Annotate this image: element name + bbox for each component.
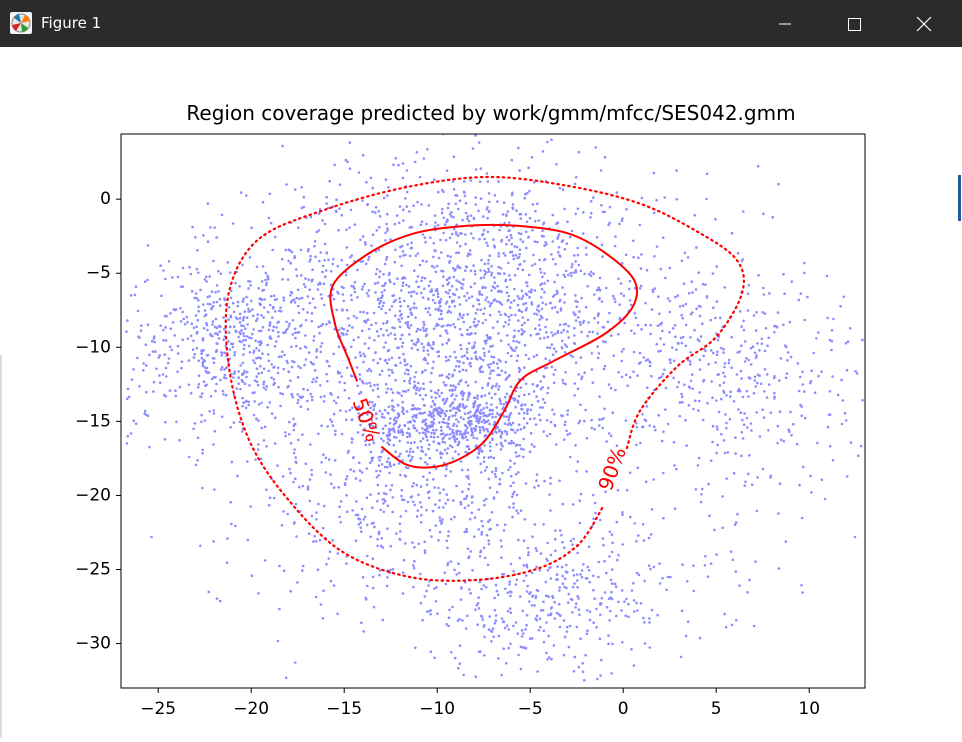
x-tick-label: 5 bbox=[711, 699, 722, 719]
x-tick-label: 0 bbox=[618, 699, 629, 719]
minimize-icon bbox=[779, 23, 791, 24]
window-edge-left bbox=[0, 355, 2, 738]
y-tick-label: −5 bbox=[86, 263, 111, 283]
y-tick-label: −25 bbox=[75, 559, 111, 579]
x-tick-label: −5 bbox=[518, 699, 543, 719]
window-edge-accent bbox=[958, 175, 961, 221]
x-axis: −25 −20 −15 −10 −5 0 5 10 bbox=[140, 688, 820, 719]
contour-50pct bbox=[329, 223, 639, 469]
x-tick-label: −10 bbox=[419, 699, 455, 719]
contour-label-90pct: 90% bbox=[593, 444, 631, 494]
chart-title: Region coverage predicted by work/gmm/mf… bbox=[186, 101, 795, 125]
contour-90pct bbox=[224, 175, 746, 582]
window-title: Figure 1 bbox=[41, 14, 102, 32]
close-button[interactable] bbox=[901, 0, 947, 47]
y-tick-label: −15 bbox=[75, 411, 111, 431]
x-tick-label: −20 bbox=[233, 699, 269, 719]
chart-svg: Region coverage predicted by work/gmm/mf… bbox=[75, 101, 866, 719]
scatter-points bbox=[125, 134, 864, 688]
y-tick-label: 0 bbox=[100, 189, 111, 209]
maximize-icon bbox=[848, 17, 861, 31]
window-titlebar: Figure 1 bbox=[0, 0, 962, 47]
axes-frame bbox=[120, 133, 866, 689]
x-tick-label: 10 bbox=[798, 699, 820, 719]
maximize-button[interactable] bbox=[831, 0, 877, 47]
close-icon bbox=[916, 16, 932, 31]
y-axis: 0 −5 −10 −15 −20 −25 −30 bbox=[75, 189, 121, 654]
figure-canvas: Region coverage predicted by work/gmm/mf… bbox=[0, 47, 962, 738]
x-tick-label: −25 bbox=[140, 699, 176, 719]
y-tick-label: −10 bbox=[75, 337, 111, 357]
contour-lines bbox=[224, 175, 746, 582]
scatter-point-cloud bbox=[125, 134, 864, 688]
x-tick-label: −15 bbox=[326, 699, 362, 719]
y-tick-label: −30 bbox=[75, 634, 111, 654]
minimize-button[interactable] bbox=[762, 0, 808, 47]
y-tick-label: −20 bbox=[75, 485, 111, 505]
matplotlib-icon bbox=[10, 12, 32, 34]
